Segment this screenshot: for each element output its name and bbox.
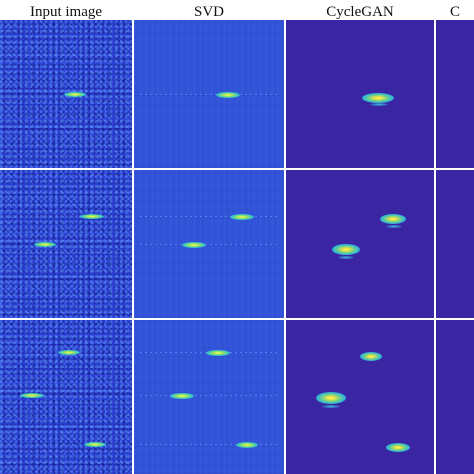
column-title-cropped: C	[449, 4, 460, 20]
cyclegan-panel-row-1	[286, 20, 434, 168]
target-blob	[34, 242, 56, 247]
target-blob	[206, 350, 230, 356]
svd-panel-row-3	[134, 320, 284, 474]
target-blob	[230, 214, 254, 220]
target-blob	[20, 393, 44, 398]
target-blob	[58, 350, 80, 355]
input-image-panel-row-1	[0, 20, 132, 168]
column-title-cyclegan: CycleGAN	[326, 4, 394, 20]
column-title-input-image: Input image	[29, 4, 103, 20]
svd-streak	[140, 94, 280, 95]
target-blob	[316, 392, 346, 404]
target-blob	[236, 442, 258, 448]
input-image-panel-row-2	[0, 170, 132, 318]
svd-panel-row-1	[134, 20, 284, 168]
target-blob	[362, 93, 394, 103]
target-blob	[170, 393, 194, 399]
target-blob	[360, 352, 382, 361]
fourth-method-panel-row-2	[436, 170, 474, 318]
target-blob	[80, 214, 104, 219]
svd-streak	[140, 444, 280, 445]
image-grid	[0, 20, 474, 474]
column-title-svd: SVD	[193, 4, 224, 20]
target-blob	[386, 443, 410, 452]
cyclegan-panel-row-2	[286, 170, 434, 318]
target-blob	[84, 442, 106, 447]
input-image-panel-row-3	[0, 320, 132, 474]
svd-panel-row-2	[134, 170, 284, 318]
target-blob	[182, 242, 206, 248]
target-echo	[386, 225, 402, 228]
target-blob	[332, 244, 360, 255]
target-blob	[380, 214, 406, 224]
target-echo	[370, 103, 388, 106]
svd-streak	[140, 216, 280, 217]
target-blob	[64, 92, 86, 97]
svd-streak	[140, 244, 280, 245]
cyclegan-panel-row-3	[286, 320, 434, 474]
target-echo	[338, 256, 354, 259]
svd-streak	[140, 395, 280, 396]
fourth-method-panel-row-3	[436, 320, 474, 474]
fourth-method-panel-row-1	[436, 20, 474, 168]
target-echo	[322, 405, 340, 408]
target-blob	[216, 92, 240, 98]
column-header-row: Input image SVD CycleGAN C	[0, 0, 474, 20]
